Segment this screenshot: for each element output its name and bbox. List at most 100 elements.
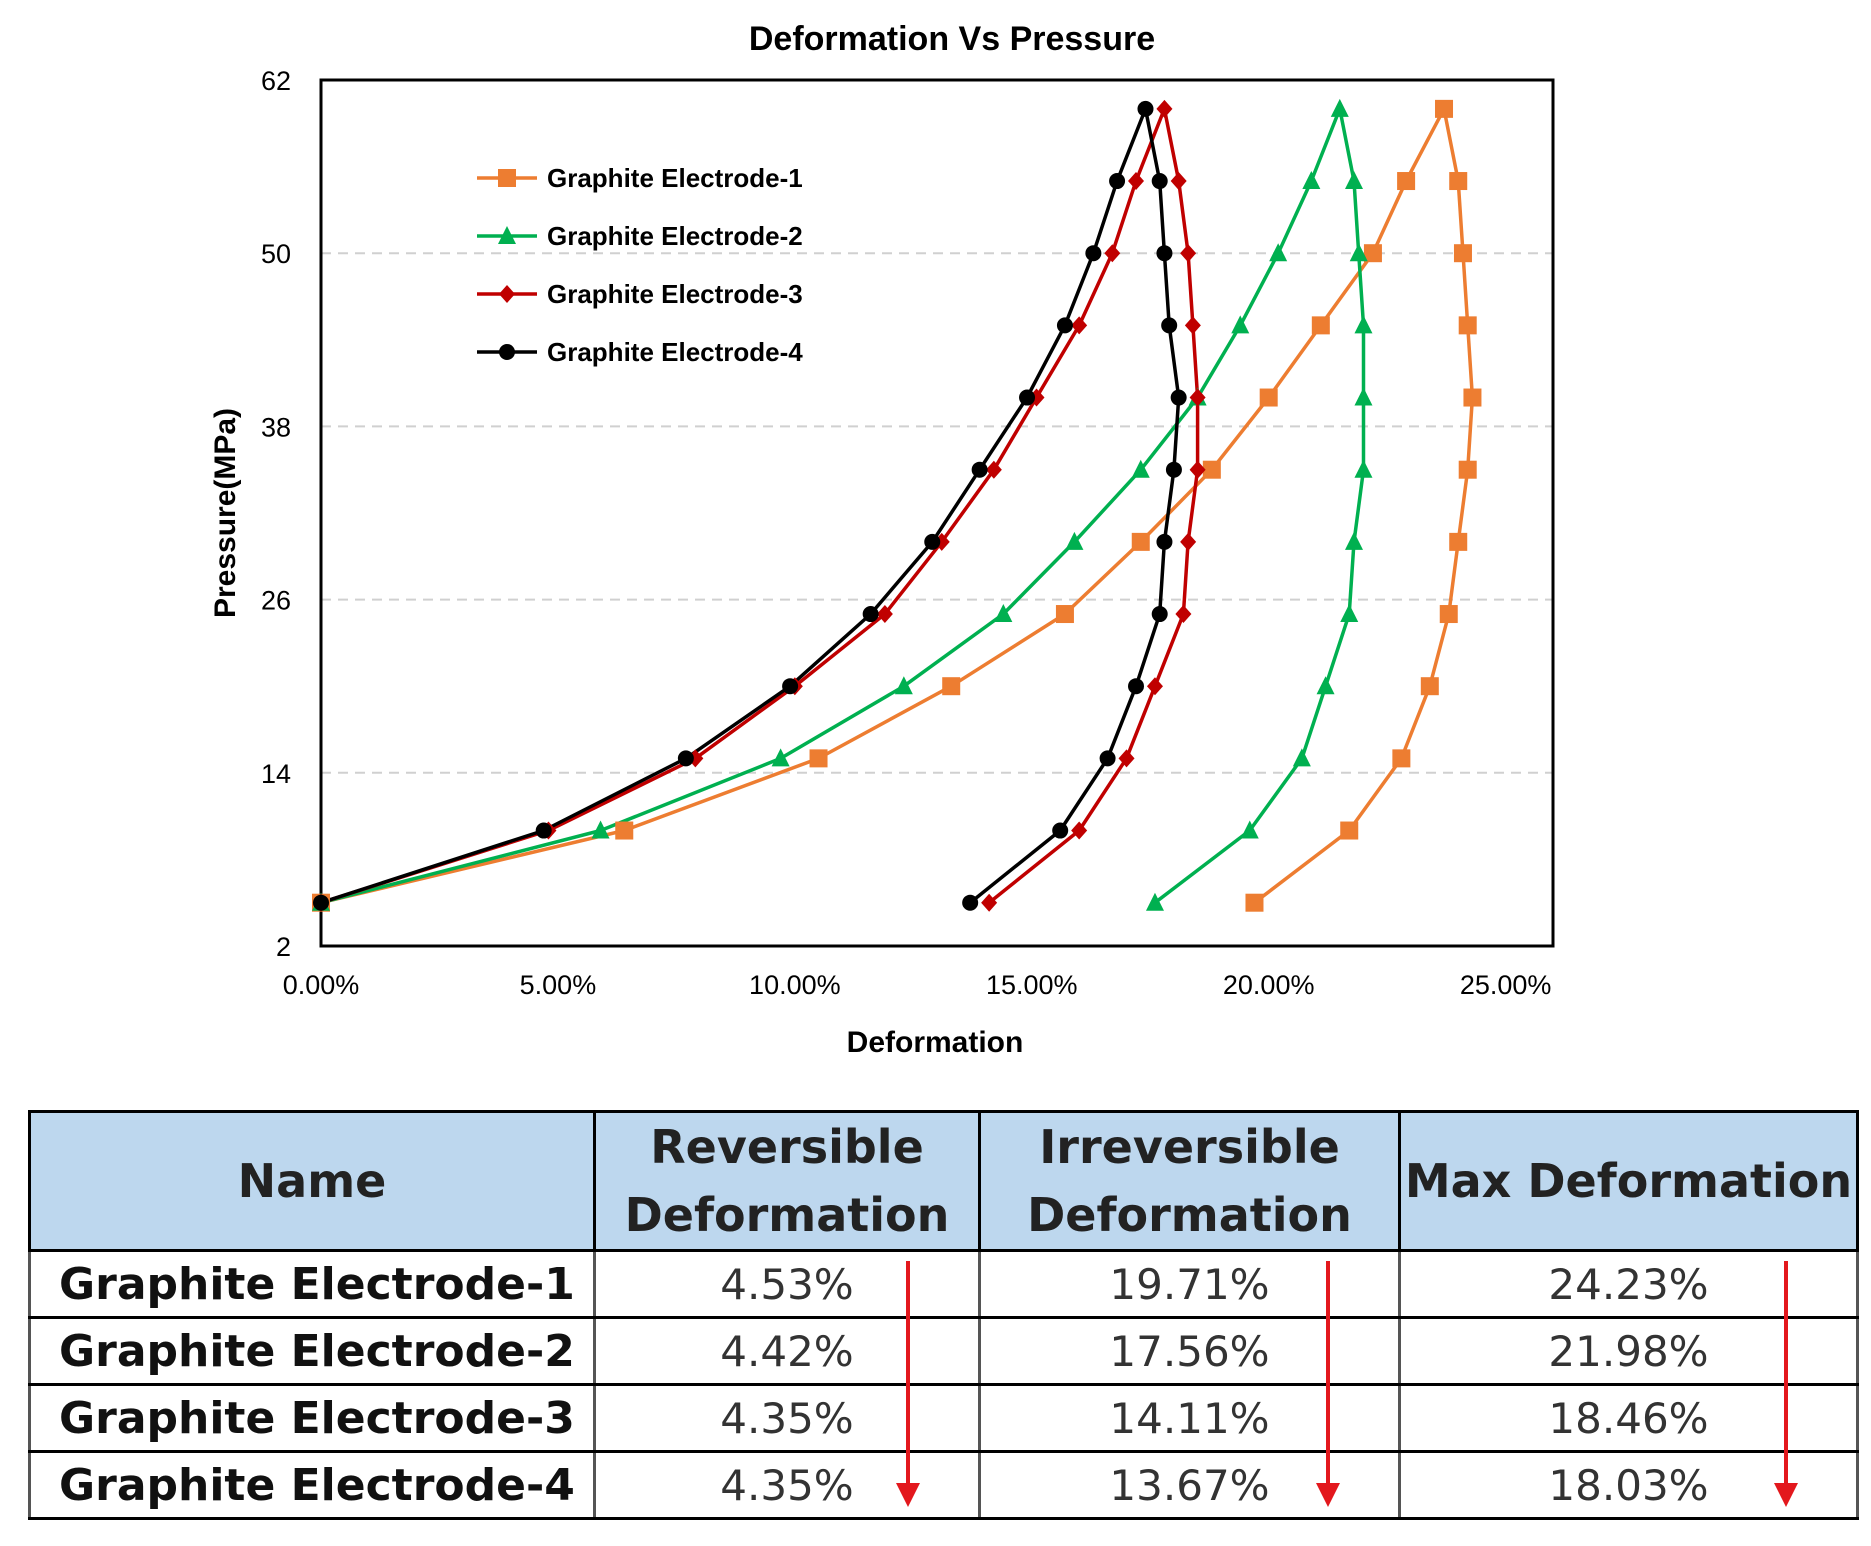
- data-point: [1156, 99, 1173, 118]
- header-irreversible: Irreversible Deformation: [978, 1110, 1401, 1252]
- data-point: [1085, 245, 1102, 262]
- plot-frame: [319, 78, 1555, 948]
- data-point: [1099, 750, 1116, 767]
- data-point: [1458, 316, 1477, 335]
- data-point: [313, 894, 329, 911]
- data-point: [1449, 532, 1468, 551]
- data-point: [1240, 820, 1259, 839]
- deformation-value-cell: 4.53%: [593, 1249, 981, 1319]
- data-point: [1170, 389, 1187, 406]
- data-point: [1065, 531, 1084, 550]
- data-point: [591, 820, 610, 839]
- data-point: [962, 894, 979, 911]
- data-point: [1354, 315, 1373, 334]
- legend-label: Graphite Electrode-2: [547, 221, 803, 251]
- data-point: [1170, 172, 1187, 191]
- deformation-table: Name Reversible Deformation Irreversible…: [28, 1110, 1859, 1520]
- series-line: [320, 107, 1475, 905]
- x-tick-label: 10.00%: [749, 970, 841, 1000]
- data-point: [535, 822, 552, 839]
- data-point: [1137, 100, 1154, 117]
- data-point: [1259, 388, 1278, 407]
- x-tick-label: 0.00%: [283, 970, 360, 1000]
- data-point: [1316, 676, 1335, 695]
- legend-label: Graphite Electrode-1: [547, 163, 803, 193]
- deformation-value-cell: 18.46%: [1398, 1383, 1859, 1453]
- data-point: [1397, 172, 1416, 191]
- y-tick-label: 38: [261, 412, 291, 442]
- legend-label: Graphite Electrode-3: [547, 279, 803, 309]
- header-max: Max Deformation: [1398, 1110, 1859, 1252]
- legend-marker: [498, 226, 516, 244]
- x-axis-label: Deformation: [847, 1026, 1024, 1059]
- data-point: [924, 533, 941, 550]
- data-point: [1453, 244, 1472, 263]
- data-point: [1161, 317, 1178, 334]
- data-point: [1435, 99, 1454, 118]
- data-point: [1344, 531, 1363, 550]
- data-point: [1458, 460, 1477, 479]
- x-tick-label: 15.00%: [986, 970, 1078, 1000]
- header-name: Name: [28, 1110, 596, 1252]
- electrode-name-cell: Graphite Electrode-2: [28, 1316, 596, 1386]
- table-row: Graphite Electrode-3 4.35% 14.11% 18.46%: [28, 1383, 1859, 1453]
- deformation-value-cell: 21.98%: [1398, 1316, 1859, 1386]
- data-point: [1052, 822, 1069, 839]
- data-point: [1151, 606, 1168, 623]
- data-point: [1439, 605, 1458, 624]
- data-point: [782, 678, 799, 695]
- data-point: [1349, 243, 1368, 262]
- data-point: [1231, 315, 1250, 334]
- data-point: [1156, 245, 1173, 262]
- data-point: [1354, 459, 1373, 478]
- data-point: [1392, 749, 1411, 768]
- data-point: [981, 893, 998, 912]
- deformation-table-container: Name Reversible Deformation Irreversible…: [28, 1110, 1859, 1520]
- x-tick-label: 25.00%: [1460, 970, 1552, 1000]
- deformation-value-cell: 14.11%: [978, 1383, 1401, 1453]
- data-point: [942, 677, 961, 696]
- y-tick-label: 26: [261, 586, 291, 616]
- table-row: Graphite Electrode-1 4.53% 19.71% 24.23%: [28, 1249, 1859, 1319]
- data-point: [1202, 460, 1221, 479]
- table-header-row: Name Reversible Deformation Irreversible…: [28, 1110, 1859, 1252]
- down-arrow-icon: [896, 1261, 920, 1507]
- y-axis-label: Pressure(MPa): [209, 408, 242, 618]
- data-point: [1180, 532, 1197, 551]
- line-chart: 2 14 26 38 50 62 0.00% 5.00% 10.00% 15.00% 20.00% 2…: [209, 20, 1555, 1059]
- data-point: [1269, 243, 1288, 262]
- down-arrow-icon: [1316, 1261, 1340, 1507]
- deformation-value-cell: 17.56%: [978, 1316, 1401, 1386]
- data-point: [1175, 605, 1192, 624]
- data-point: [876, 605, 893, 624]
- chart-title: Deformation Vs Pressure: [749, 20, 1155, 58]
- deformation-value-cell: 4.42%: [593, 1316, 981, 1386]
- data-point: [1189, 460, 1206, 479]
- data-point: [994, 604, 1013, 623]
- data-point: [862, 606, 879, 623]
- header-reversible: Reversible Deformation: [593, 1110, 981, 1252]
- data-point: [1104, 244, 1121, 263]
- data-point: [1184, 316, 1201, 335]
- data-point: [1118, 749, 1135, 768]
- data-point: [1340, 821, 1359, 840]
- data-point: [1109, 173, 1126, 190]
- y-tick-label: 14: [261, 759, 291, 789]
- y-tick-label: 50: [261, 239, 291, 269]
- data-point: [1146, 677, 1163, 696]
- data-point: [1145, 892, 1164, 911]
- chart-area: 2 14 26 38 50 62 0.00% 5.00% 10.00% 15.00% 20.00% 2…: [209, 20, 1555, 1059]
- deformation-value-cell: 4.35%: [593, 1383, 981, 1453]
- data-point: [1156, 533, 1173, 550]
- data-point: [1131, 459, 1150, 478]
- legend-marker: [498, 169, 516, 187]
- deformation-value-cell: 24.23%: [1398, 1249, 1859, 1319]
- table-row: Graphite Electrode-4 4.35% 13.67% 18.03%: [28, 1450, 1859, 1520]
- data-point: [1165, 461, 1182, 478]
- data-point: [1151, 173, 1168, 190]
- data-point: [1344, 171, 1363, 190]
- data-point: [1340, 604, 1359, 623]
- data-point: [1071, 316, 1088, 335]
- data-point: [1189, 388, 1206, 407]
- legend-label: Graphite Electrode-4: [547, 337, 803, 367]
